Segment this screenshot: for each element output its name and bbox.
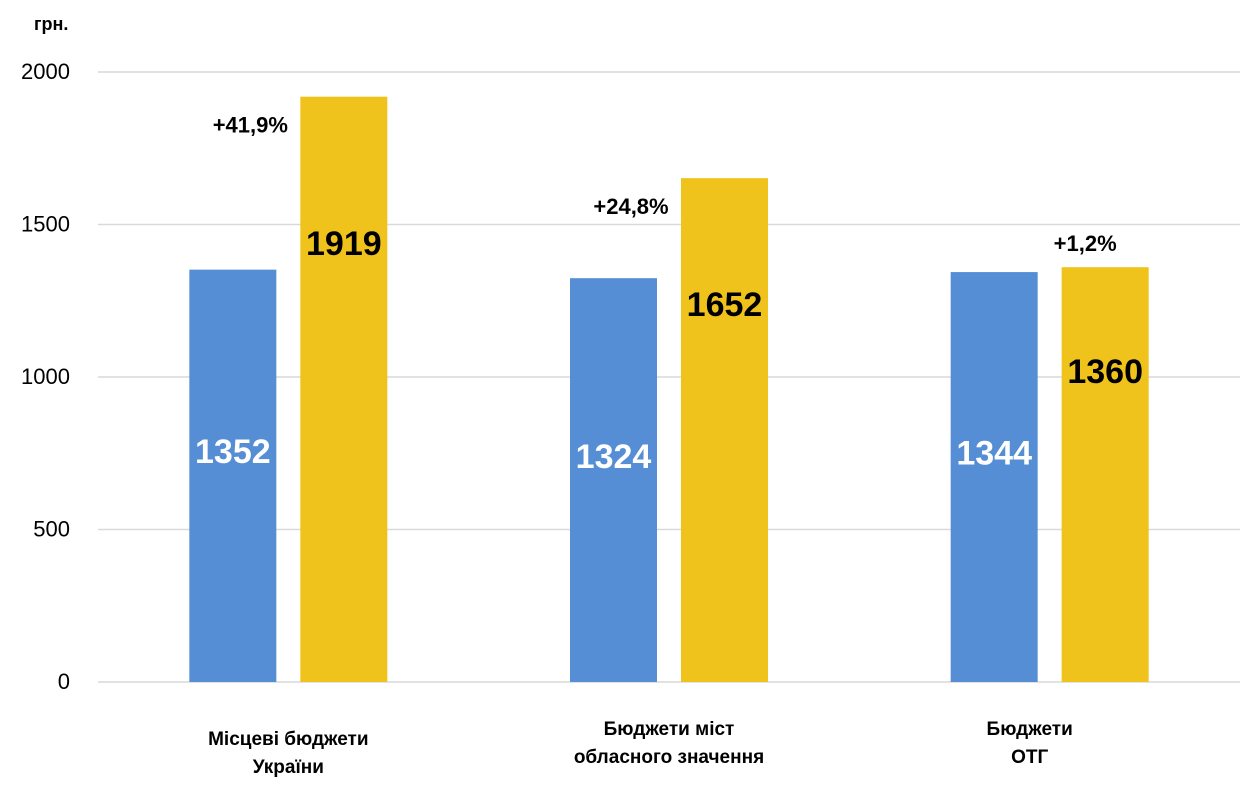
data-labels: 1352 1919 1324 1652 1344 1360 [195, 225, 1143, 476]
y-tick-label: 2000 [21, 59, 70, 84]
y-axis-unit-label: грн. [34, 14, 69, 34]
bar [681, 178, 768, 682]
bar [300, 96, 388, 682]
bar [950, 272, 1038, 682]
growth-annotation: +1,2% [1054, 231, 1117, 256]
bar-value-label: 1352 [195, 433, 271, 471]
y-tick-label: 1500 [21, 212, 70, 237]
bar-value-label: 1324 [576, 438, 652, 476]
bar [570, 278, 657, 682]
x-category-label: Бюджети [987, 719, 1073, 740]
bar-value-label: 1344 [956, 434, 1032, 472]
bars [189, 96, 1149, 682]
bar-value-label: 1919 [306, 225, 382, 263]
growth-annotations: +41,9% +24,8% +1,2% [213, 113, 1117, 256]
y-axis-ticks: 0 500 1000 1500 2000 [21, 59, 70, 694]
bar [189, 269, 277, 682]
x-category-label: ОТГ [1011, 747, 1048, 768]
x-category-label: обласного значення [574, 747, 764, 768]
y-tick-label: 1000 [21, 364, 70, 389]
bar-value-label: 1652 [687, 286, 763, 324]
growth-annotation: +24,8% [593, 194, 668, 219]
x-axis-categories: Місцеві бюджети України Бюджети міст обласн… [208, 719, 1073, 778]
x-category-label: Місцеві бюджети [208, 729, 368, 750]
y-tick-label: 500 [33, 517, 70, 542]
x-category-label: України [253, 757, 324, 778]
gridlines [98, 71, 1240, 683]
y-tick-label: 0 [58, 669, 70, 694]
bar-value-label: 1360 [1067, 353, 1143, 391]
growth-annotation: +41,9% [213, 113, 288, 138]
x-category-label: Бюджети міст [604, 719, 735, 740]
bar [1061, 267, 1149, 682]
